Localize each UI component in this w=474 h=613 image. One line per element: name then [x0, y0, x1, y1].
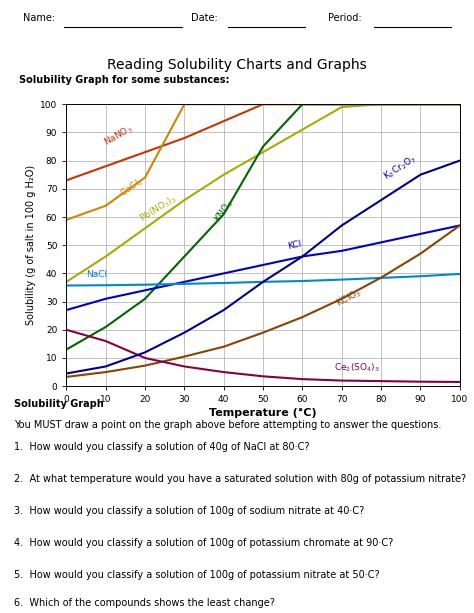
Text: 4.  How would you classify a solution of 100g of potassium chromate at 90·C?: 4. How would you classify a solution of …	[14, 538, 393, 548]
Text: 6.  Which of the compounds shows the least change?: 6. Which of the compounds shows the leas…	[14, 598, 275, 608]
Text: KNO$_3$: KNO$_3$	[212, 197, 237, 226]
Text: 1.  How would you classify a solution of 40g of NaCl at 80·C?: 1. How would you classify a solution of …	[14, 441, 310, 452]
Text: Period:: Period:	[328, 13, 362, 23]
Text: NaNO$_3$: NaNO$_3$	[102, 123, 136, 150]
Text: Name:: Name:	[23, 13, 55, 23]
Text: Pb(NO$_3$)$_2$: Pb(NO$_3$)$_2$	[137, 192, 179, 226]
Text: K$_2$Cr$_2$O$_7$: K$_2$Cr$_2$O$_7$	[381, 153, 419, 183]
Y-axis label: Solubility (g of salt in 100 g H₂O): Solubility (g of salt in 100 g H₂O)	[26, 165, 36, 326]
Text: Reading Solubility Charts and Graphs: Reading Solubility Charts and Graphs	[107, 58, 367, 72]
Text: KClO$_3$: KClO$_3$	[334, 286, 364, 310]
Text: Date:: Date:	[191, 13, 218, 23]
Text: KCl: KCl	[287, 239, 302, 251]
Text: You MUST draw a point on the graph above before attempting to answer the questio: You MUST draw a point on the graph above…	[14, 421, 442, 430]
Text: Ce$_2$(SO$_4$)$_3$: Ce$_2$(SO$_4$)$_3$	[334, 361, 380, 373]
Text: Solubility Graph for some substances:: Solubility Graph for some substances:	[18, 75, 229, 85]
Text: 2.  At what temperature would you have a saturated solution with 80g of potassiu: 2. At what temperature would you have a …	[14, 474, 466, 484]
X-axis label: Temperature (°C): Temperature (°C)	[209, 408, 317, 419]
Text: 5.  How would you classify a solution of 100g of potassium nitrate at 50·C?: 5. How would you classify a solution of …	[14, 570, 380, 581]
Text: 3.  How would you classify a solution of 100g of sodium nitrate at 40·C?: 3. How would you classify a solution of …	[14, 506, 365, 516]
Text: NaCl: NaCl	[86, 270, 107, 279]
Text: CaCl$_2$: CaCl$_2$	[118, 175, 146, 200]
Text: Solubility Graph: Solubility Graph	[14, 399, 104, 409]
